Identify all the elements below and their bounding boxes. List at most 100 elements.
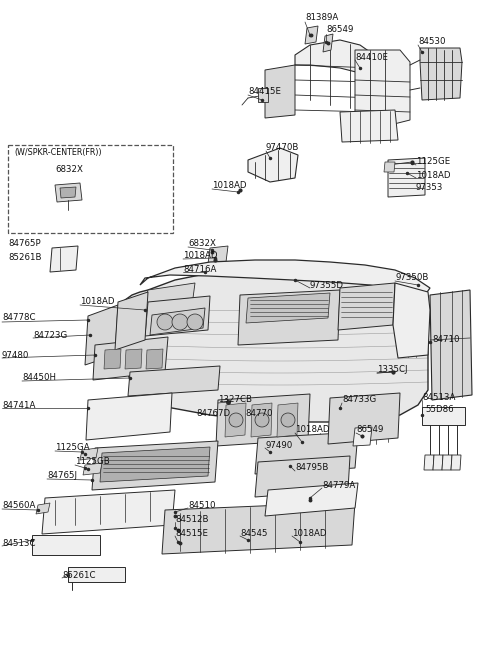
Polygon shape — [338, 283, 395, 330]
Polygon shape — [355, 50, 410, 125]
Circle shape — [187, 314, 203, 330]
Text: 84545: 84545 — [240, 529, 267, 538]
Polygon shape — [305, 26, 318, 44]
Polygon shape — [208, 246, 228, 264]
Text: 97480: 97480 — [2, 350, 29, 360]
Polygon shape — [384, 162, 395, 172]
Circle shape — [157, 314, 173, 330]
Text: 86549: 86549 — [326, 26, 353, 35]
Text: 84723G: 84723G — [33, 331, 67, 339]
Polygon shape — [323, 34, 333, 52]
Text: 84510: 84510 — [188, 500, 216, 510]
Polygon shape — [216, 394, 310, 446]
Polygon shape — [125, 349, 142, 369]
Polygon shape — [50, 246, 78, 272]
Text: 1018AD: 1018AD — [416, 170, 451, 179]
Polygon shape — [424, 455, 434, 470]
Polygon shape — [255, 456, 350, 497]
Text: 84410E: 84410E — [355, 52, 388, 62]
Bar — [8, 145, 173, 233]
Polygon shape — [118, 270, 428, 422]
Polygon shape — [128, 366, 220, 396]
Text: 97350B: 97350B — [395, 274, 428, 282]
Polygon shape — [83, 463, 102, 475]
Polygon shape — [32, 535, 100, 555]
Text: 97490: 97490 — [265, 441, 292, 449]
Text: 84512B: 84512B — [175, 514, 208, 523]
Text: 97355D: 97355D — [310, 280, 344, 290]
Text: 1018AD: 1018AD — [80, 297, 115, 307]
Text: 1125GE: 1125GE — [416, 157, 450, 166]
Polygon shape — [85, 305, 118, 365]
Text: 84733G: 84733G — [342, 396, 376, 405]
Polygon shape — [68, 567, 125, 582]
Polygon shape — [93, 337, 168, 380]
Text: 84716A: 84716A — [183, 265, 216, 274]
Polygon shape — [140, 260, 430, 295]
Text: 85261B: 85261B — [8, 252, 41, 261]
Text: 84770: 84770 — [245, 409, 273, 417]
Polygon shape — [246, 293, 330, 323]
Polygon shape — [92, 441, 218, 490]
Polygon shape — [433, 455, 443, 470]
Text: 84779A: 84779A — [322, 481, 355, 489]
Polygon shape — [442, 455, 452, 470]
Polygon shape — [451, 455, 461, 470]
Text: 84450H: 84450H — [22, 373, 56, 383]
Polygon shape — [162, 502, 355, 554]
Polygon shape — [60, 187, 76, 198]
Text: 84560A: 84560A — [2, 502, 36, 510]
Polygon shape — [295, 40, 375, 73]
Text: 84765J: 84765J — [47, 472, 77, 481]
Polygon shape — [104, 349, 121, 369]
Text: 86549: 86549 — [356, 426, 384, 434]
Text: 1327CB: 1327CB — [218, 396, 252, 405]
Text: 6832X: 6832X — [188, 238, 216, 248]
Text: 85261C: 85261C — [62, 571, 96, 580]
Circle shape — [255, 413, 269, 427]
Polygon shape — [422, 407, 465, 425]
Polygon shape — [430, 290, 472, 400]
Text: 1018AD: 1018AD — [292, 529, 326, 538]
Polygon shape — [353, 427, 372, 446]
Polygon shape — [328, 393, 400, 444]
Polygon shape — [255, 432, 358, 474]
Polygon shape — [265, 65, 295, 118]
Text: 84778C: 84778C — [2, 314, 36, 322]
Polygon shape — [100, 447, 210, 482]
Circle shape — [281, 413, 295, 427]
Text: 84513A: 84513A — [422, 392, 456, 402]
Text: 84530: 84530 — [418, 37, 445, 47]
Polygon shape — [420, 48, 462, 100]
Polygon shape — [115, 292, 148, 350]
Polygon shape — [393, 283, 430, 358]
Text: 84513C: 84513C — [2, 538, 36, 548]
Text: 84795B: 84795B — [295, 464, 328, 472]
Polygon shape — [80, 448, 98, 460]
Polygon shape — [145, 296, 210, 336]
Polygon shape — [55, 183, 82, 202]
Polygon shape — [150, 308, 205, 335]
Text: 84741A: 84741A — [2, 400, 36, 409]
Text: 1335CJ: 1335CJ — [377, 365, 408, 375]
Text: 84515E: 84515E — [175, 529, 208, 538]
Circle shape — [172, 314, 188, 330]
Text: 97470B: 97470B — [266, 143, 300, 153]
Polygon shape — [225, 403, 246, 437]
Circle shape — [229, 413, 243, 427]
Text: 84767D: 84767D — [196, 409, 230, 417]
Text: 81389A: 81389A — [305, 14, 338, 22]
Text: 55D86: 55D86 — [425, 405, 454, 415]
Text: 1125GA: 1125GA — [55, 443, 90, 453]
Text: 1125GB: 1125GB — [75, 457, 110, 466]
Text: 1018AD: 1018AD — [295, 426, 329, 434]
Polygon shape — [42, 490, 175, 534]
Polygon shape — [277, 403, 298, 437]
Text: 84415E: 84415E — [248, 88, 281, 96]
Polygon shape — [265, 483, 358, 516]
Polygon shape — [340, 110, 398, 142]
Polygon shape — [238, 290, 340, 345]
Polygon shape — [248, 148, 298, 182]
Text: 84765P: 84765P — [8, 238, 41, 248]
Text: 6832X: 6832X — [55, 166, 83, 174]
